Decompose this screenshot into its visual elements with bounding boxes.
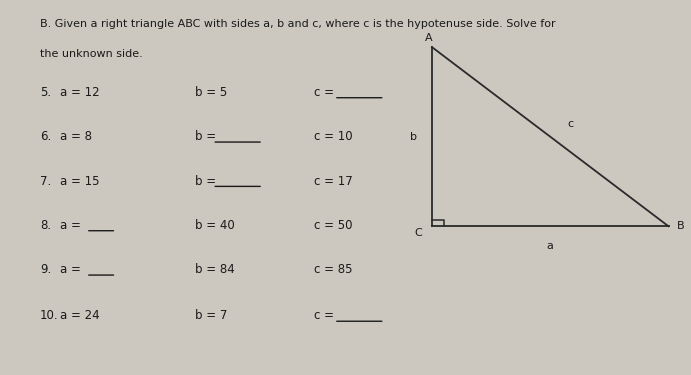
Text: 7.: 7.	[40, 175, 51, 188]
Text: 8.: 8.	[40, 219, 51, 232]
Text: a = 24: a = 24	[60, 309, 100, 322]
Text: the unknown side.: the unknown side.	[40, 49, 143, 59]
Text: c = 10: c = 10	[314, 130, 352, 143]
Text: B: B	[676, 221, 684, 231]
Text: c = 85: c = 85	[314, 263, 352, 276]
Text: C: C	[414, 228, 422, 238]
Text: b = 5: b = 5	[196, 86, 227, 99]
Text: A: A	[425, 33, 433, 44]
Text: a =: a =	[60, 219, 81, 232]
Text: a = 8: a = 8	[60, 130, 92, 143]
Text: b =: b =	[196, 175, 216, 188]
Text: b = 84: b = 84	[196, 263, 235, 276]
Text: a: a	[547, 241, 553, 251]
Text: 6.: 6.	[40, 130, 51, 143]
Text: a =: a =	[60, 263, 81, 276]
Text: c =: c =	[314, 309, 334, 322]
Text: b: b	[410, 132, 417, 142]
Text: 9.: 9.	[40, 263, 51, 276]
Text: c = 50: c = 50	[314, 219, 352, 232]
Text: c: c	[567, 119, 574, 129]
Text: B. Given a right triangle ABC with sides a, b and c, where c is the hypotenuse s: B. Given a right triangle ABC with sides…	[40, 20, 556, 29]
Text: 5.: 5.	[40, 86, 51, 99]
Text: a = 12: a = 12	[60, 86, 100, 99]
Text: a = 15: a = 15	[60, 175, 100, 188]
Text: b = 7: b = 7	[196, 309, 228, 322]
Text: b =: b =	[196, 130, 216, 143]
Text: b = 40: b = 40	[196, 219, 235, 232]
Text: c = 17: c = 17	[314, 175, 352, 188]
Text: c =: c =	[314, 86, 334, 99]
Text: 10.: 10.	[40, 309, 59, 322]
